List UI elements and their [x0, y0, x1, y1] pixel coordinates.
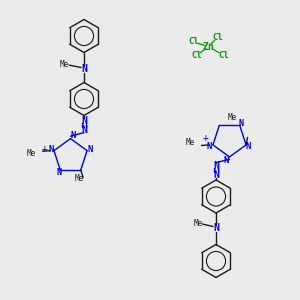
Text: Me: Me: [60, 60, 69, 69]
Text: Me: Me: [228, 112, 237, 122]
Text: Cl: Cl: [212, 33, 223, 42]
Text: N: N: [246, 142, 251, 151]
Text: Me: Me: [75, 174, 84, 183]
Text: Zn: Zn: [202, 41, 214, 52]
Text: N: N: [224, 156, 229, 165]
Text: N: N: [213, 160, 219, 171]
Text: N: N: [81, 64, 87, 74]
Text: N: N: [81, 116, 87, 126]
Text: +: +: [42, 143, 48, 154]
Text: N: N: [56, 168, 61, 177]
Text: Me: Me: [27, 148, 36, 158]
Text: Me: Me: [186, 138, 195, 147]
Text: N: N: [70, 130, 76, 140]
Text: N: N: [49, 145, 54, 154]
Text: N: N: [207, 142, 212, 151]
Text: Cl: Cl: [218, 51, 229, 60]
Text: N: N: [81, 124, 87, 135]
Text: Cl: Cl: [191, 51, 202, 60]
Text: N: N: [87, 145, 93, 154]
Text: Me: Me: [194, 219, 202, 228]
Text: N: N: [213, 223, 219, 233]
Text: N: N: [213, 169, 219, 180]
Text: Cl: Cl: [188, 38, 199, 46]
Text: +: +: [202, 133, 208, 143]
Text: N: N: [239, 118, 244, 127]
